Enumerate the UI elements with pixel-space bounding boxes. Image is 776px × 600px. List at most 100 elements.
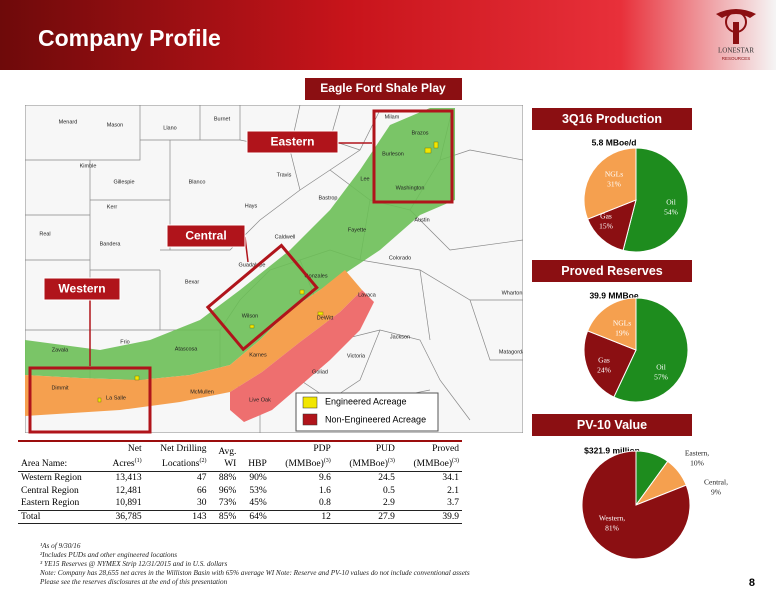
header-text: Area Name: [21,459,68,470]
county-label: Fayette [348,227,366,233]
column-header: Area Name: [18,441,101,473]
header-text: PUD [375,444,395,454]
region-callout [43,277,121,301]
table-cell: 73% [218,498,237,509]
slice-value: 10% [690,459,704,468]
table-cell: 96% [218,485,237,496]
table-cell: 90% [249,473,267,484]
table-cell: Eastern Region [21,498,80,509]
table-cell: 85% [209,509,240,525]
table-cell: Total [18,509,101,525]
table-cell: 36,785 [100,509,145,525]
legend-label: Non-Engineered Acreage [325,414,426,424]
header-text: Net [127,444,142,454]
table-row: Central Region 12,481 66 96% 53% 1.6 0.5 2.1 [18,485,462,498]
map-title-bar [305,78,462,100]
county-label: Brazos [411,130,428,136]
header-text: Net Drilling [160,444,207,454]
pie-slice [613,297,689,403]
header-text: Avg. [218,447,237,458]
header-text: Acres [112,459,135,470]
county-label: Guadalupe [239,262,266,268]
footnote: Please see the reserves disclosures at t… [40,578,228,586]
pie-subtitle: 5.8 MBoe/d [592,137,637,147]
county-label: Gonzales [304,273,327,279]
footnotes: ¹As of 9/30/16 ²Includes PUDs and other e… [40,542,470,587]
table-cell: 88% [218,473,237,484]
table-cell: Western Region [21,473,82,484]
slice-value: 57% [654,373,668,382]
slice-label: NGLs [605,170,623,179]
county-label: Live Oak [249,397,271,403]
county-label: Bandera [100,241,122,247]
region-outlines [28,109,454,434]
header-text: HBP [248,459,267,470]
legend-swatch [302,413,318,426]
slice-value: 81% [605,524,619,533]
table-cell: 34.1 [442,473,459,484]
slice-value: 31% [607,180,621,189]
table-cell: 143 [144,509,210,525]
column-header: Proved (MMBoe)(3) [397,441,462,473]
panel-title: Proved Reserves [561,264,663,278]
slice-label: Eastern, [685,449,709,458]
table-cell: 30 [196,498,207,509]
county-label: Goliad [312,369,328,375]
table-cell: 39.9 [397,509,462,525]
pie-slice [587,199,637,251]
header-text: (MMBoe) [285,459,324,470]
county-label: Caldwell [275,234,296,240]
county-label: La Salle [106,395,126,401]
map-legend [295,392,439,432]
panel-title: 3Q16 Production [562,112,662,126]
county-label: Bastrop [319,195,338,201]
county-label: Kerr [107,204,118,210]
region-label: Central [185,229,226,243]
table-cell: 45% [249,498,267,509]
column-header: Net Acres(1) [100,441,145,473]
engineered-acreage [97,141,439,403]
header-text: PDP [313,444,331,454]
column-header: HBP [239,441,270,473]
county-labels: Menard Mason Llano Burnet Milam Kimble Gillesp… [39,114,526,408]
county-label: Blanco [189,179,206,185]
county-label: Zavala [52,347,69,353]
county-label: Gillespie [113,179,134,185]
map: Menard Mason Llano Burnet Milam Kimble Gillesp… [25,105,526,433]
panel-title: PV-10 Value [577,418,647,432]
table-row: Eastern Region 10,891 30 73% 45% 0.8 2.9 3.7 [18,497,462,510]
county-label: Lee [360,176,369,182]
county-label: Milam [385,114,400,120]
slice-label: Western, [599,514,625,523]
table-cell: 2.1 [447,485,459,496]
county-label: Dimmit [51,385,69,391]
header-footnote: (2) [199,458,207,464]
county-label: Matagorda [499,349,526,355]
header-footnote: (3) [452,458,459,464]
county-label: Colorado [389,255,411,261]
table-cell: 0.8 [318,498,331,509]
slice-value: 15% [599,222,613,231]
column-header: Net Drilling Locations(2) [144,441,210,473]
table-cell: 66 [196,485,207,496]
footnote: ¹As of 9/30/16 [40,542,81,550]
county-label: Washington [396,185,425,191]
county-label: Travis [277,172,292,178]
map-title: Eagle Ford Shale Play [320,81,446,95]
logo: LONESTAR RESOURCES [716,9,756,61]
region-label: Western [58,282,105,296]
page-number: 8 [749,577,755,589]
table-cell: 10,891 [115,498,142,509]
table-cell: 9.6 [318,473,331,484]
slice-value: 19% [615,329,629,338]
pie-slice [583,330,637,398]
table-cell: 53% [249,485,267,496]
header-footnote: (1) [134,458,142,464]
region-callout [166,224,246,248]
header-text: WI [224,459,237,470]
county-label: Karnes [249,352,267,358]
header-text: (MMBoe) [413,459,452,470]
table-cell: 24.5 [378,473,395,484]
table-cell: 0.5 [382,485,395,496]
